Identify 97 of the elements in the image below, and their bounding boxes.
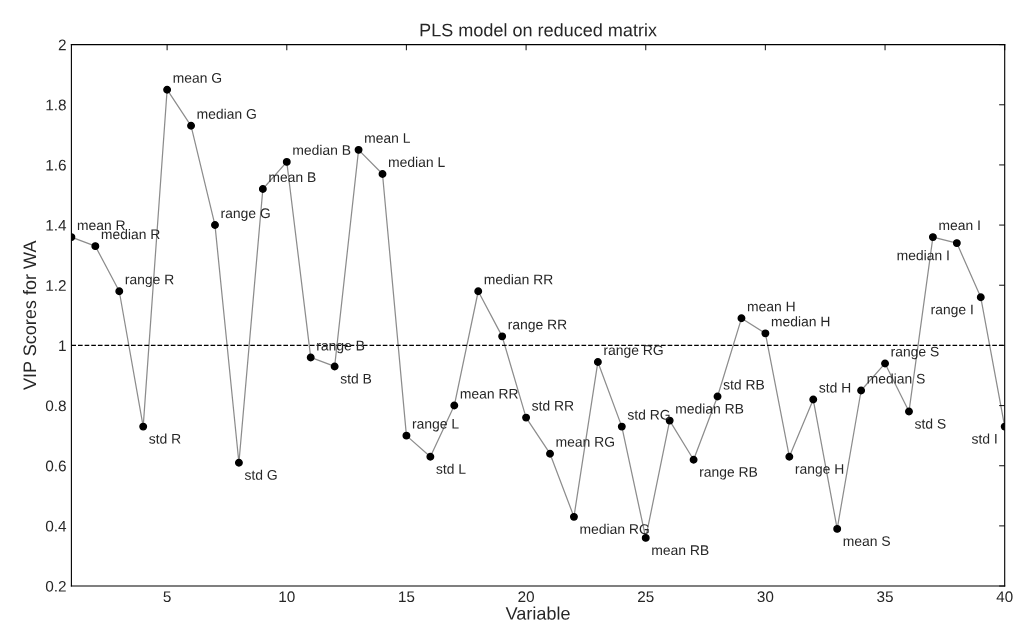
point	[809, 395, 818, 404]
x-tick-label: 20	[518, 591, 534, 603]
y-tick-label: 1.6	[46, 159, 66, 171]
y-tick-label: 1.8	[46, 99, 66, 111]
annotation: std L	[436, 463, 466, 474]
annotation: std RG	[627, 409, 670, 420]
point	[905, 407, 913, 416]
x-tick-label: 15	[399, 591, 415, 603]
point	[330, 362, 339, 371]
point	[689, 455, 698, 464]
annotation: std I	[971, 433, 997, 444]
point	[785, 452, 794, 461]
annotation: range R	[125, 274, 174, 288]
point	[450, 401, 459, 410]
y-tick-label: 0.6	[45, 460, 66, 472]
y-tick-label: 0.4	[45, 520, 67, 532]
annotation: median RR	[484, 274, 553, 285]
y-tick-label: 1	[59, 340, 66, 351]
point	[522, 413, 531, 422]
annotation: median RG	[580, 523, 649, 534]
point	[881, 359, 889, 368]
annotation: range RB	[700, 467, 758, 480]
annotation: mean RB	[652, 545, 709, 556]
annotation: std G	[244, 469, 277, 480]
point	[617, 422, 626, 431]
y-tick-label: 0.8	[45, 400, 66, 412]
annotation: median RB	[676, 403, 744, 414]
point	[928, 233, 937, 242]
point	[976, 293, 985, 302]
y-tick-label: 2	[58, 39, 66, 51]
point	[234, 458, 243, 467]
annotation: range G	[221, 208, 270, 221]
point	[378, 169, 387, 178]
point	[306, 353, 315, 362]
point	[857, 386, 866, 395]
point	[737, 314, 746, 323]
point	[402, 431, 411, 440]
point	[498, 332, 507, 341]
annotation: mean R	[77, 220, 125, 231]
x-tick-label: 10	[279, 591, 295, 603]
annotation: median H	[771, 316, 830, 327]
point	[593, 357, 602, 366]
point	[354, 145, 363, 154]
annotation: mean H	[747, 301, 795, 312]
point	[546, 449, 554, 458]
annotation: range RR	[508, 319, 567, 333]
x-tick-label: 40	[996, 591, 1013, 603]
point	[91, 242, 100, 251]
annotation: mean RG	[556, 436, 614, 447]
point	[211, 221, 219, 230]
point	[115, 287, 124, 296]
annotation: median L	[388, 156, 445, 168]
point	[163, 85, 172, 94]
y-tick-label: 1.4	[46, 220, 67, 231]
annotation: std R	[149, 433, 181, 444]
point	[187, 121, 196, 130]
point	[258, 185, 267, 193]
annotation: std H	[819, 382, 851, 393]
point	[139, 422, 148, 431]
annotation: mean G	[173, 72, 222, 83]
y-tick-label: 0.2	[45, 580, 66, 592]
annotation: median B	[293, 144, 351, 155]
y-tick-label: 1.2	[46, 280, 66, 291]
point	[474, 287, 483, 296]
annotation: range H	[795, 464, 844, 477]
point	[952, 239, 961, 248]
annotation: median R	[101, 229, 160, 240]
point	[713, 392, 722, 401]
x-tick-label: 25	[638, 591, 654, 603]
annotation: std RR	[532, 400, 574, 411]
annotation: mean S	[843, 536, 890, 547]
annotation: mean L	[365, 133, 410, 143]
annotation: range I	[931, 304, 973, 318]
annotation: mean B	[269, 172, 316, 183]
point	[282, 157, 291, 166]
y-axis-title: VIP Scores for WA	[22, 240, 37, 390]
annotation: range L	[412, 419, 459, 432]
annotation: std S	[914, 418, 946, 429]
annotation: median S	[867, 373, 925, 384]
annotation: median G	[197, 108, 256, 119]
annotation: median I	[897, 250, 949, 261]
chart-title: PLS model on reduced matrix	[420, 23, 657, 37]
point	[426, 452, 435, 461]
point	[761, 329, 770, 338]
point	[641, 533, 650, 542]
x-tick-label: 30	[757, 591, 774, 603]
point	[833, 524, 842, 533]
annotation: range RG	[604, 345, 663, 358]
x-tick-label: 35	[877, 591, 893, 603]
x-axis-title: Variable	[505, 606, 570, 620]
annotation: mean I	[939, 220, 980, 231]
annotation: std RB	[723, 379, 765, 390]
annotation: std B	[340, 373, 372, 384]
point	[569, 512, 578, 521]
annotation: mean RR	[460, 388, 518, 399]
x-tick-label: 5	[163, 591, 171, 603]
annotation: range S	[891, 346, 939, 360]
